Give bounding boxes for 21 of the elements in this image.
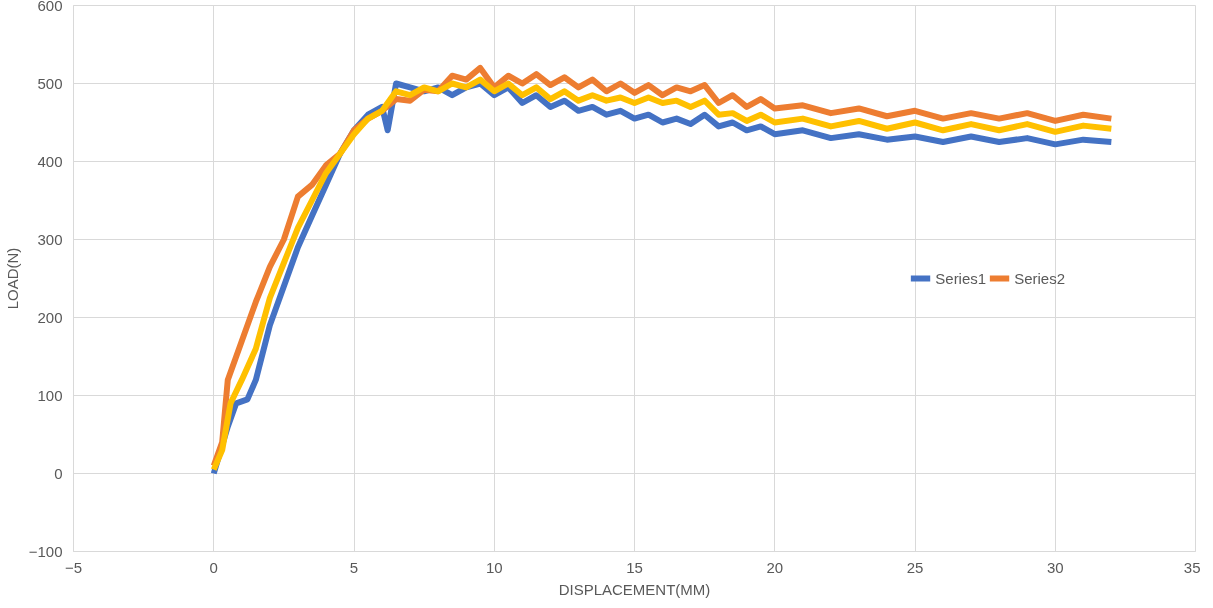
x-tick-label: −5 — [64, 558, 83, 576]
x-tick-label: 30 — [1046, 558, 1064, 576]
y-tick-label: 500 — [37, 74, 63, 92]
y-tick-label: −100 — [28, 542, 63, 560]
x-axis-title: DISPLACEMENT(MM) — [558, 580, 711, 598]
y-axis-title: LOAD(N) — [3, 247, 21, 310]
x-tick-label: 35 — [1183, 558, 1201, 576]
x-tick-label: 10 — [485, 558, 503, 576]
y-tick-label: 0 — [54, 464, 63, 482]
x-tick-label: 0 — [209, 558, 218, 576]
y-tick-label: 200 — [37, 308, 63, 326]
x-tick-label: 25 — [906, 558, 924, 576]
y-tick-label: 600 — [37, 0, 63, 14]
y-tick-label: 300 — [37, 230, 63, 248]
legend-label: Series1 — [935, 269, 987, 287]
x-tick-label: 5 — [349, 558, 359, 576]
x-tick-label: 20 — [766, 558, 784, 576]
x-tick-label: 15 — [626, 558, 643, 576]
y-tick-label: 100 — [37, 386, 63, 404]
legend-label: Series2 — [1014, 269, 1065, 287]
y-tick-label: 400 — [37, 152, 63, 170]
